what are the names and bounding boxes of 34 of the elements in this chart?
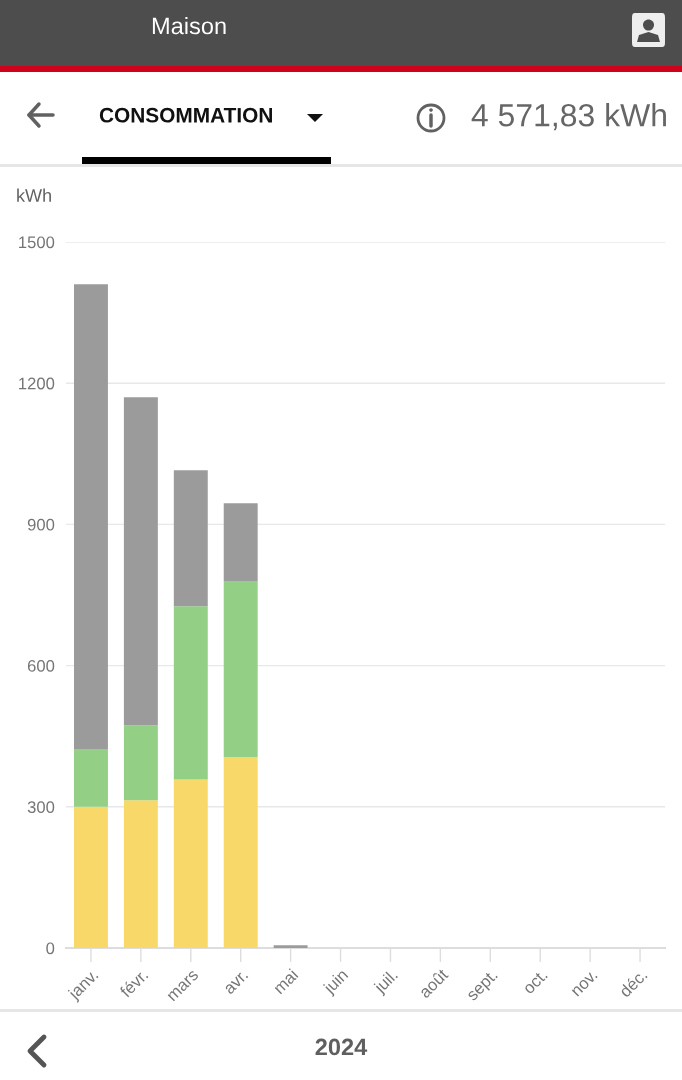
bar [73,806,108,948]
bar [123,397,158,726]
bar [273,945,308,948]
x-tick-label: juil. [372,968,401,997]
bar [223,580,258,757]
y-tick-label: 300 [27,801,55,813]
bar [173,779,208,948]
bar [73,284,108,749]
bar [123,800,158,948]
y-axis-title: kWh [17,188,51,202]
y-tick-label: 600 [27,660,55,672]
y-tick-label: 1200 [19,377,55,390]
x-tick-label: nov. [571,970,598,997]
chart-title: CONSOMMATION [99,107,272,123]
x-tick-label: sept. [465,969,501,1004]
bar [223,756,258,948]
x-tick-label: déc. [618,968,648,998]
x-tick-label: févr. [118,968,149,999]
text: 2024 [315,1038,368,1056]
bar [173,606,208,780]
bar [123,725,158,801]
x-tick-label: oct. [522,969,548,995]
x-tick-label: mai [272,968,299,995]
bar [173,470,208,607]
chart-subtitle: Maison [152,17,226,35]
y-tick-label: 900 [27,518,55,531]
y-tick-label: 1500 [19,236,55,249]
x-tick-label: juin [321,968,351,998]
bar [73,748,108,807]
x-tick-label: avr. [224,970,249,995]
bar [223,503,258,581]
x-tick-label: août [417,967,449,999]
y-tick-label: 0 [46,942,55,955]
text: 4 571,83 kWh [471,103,666,131]
